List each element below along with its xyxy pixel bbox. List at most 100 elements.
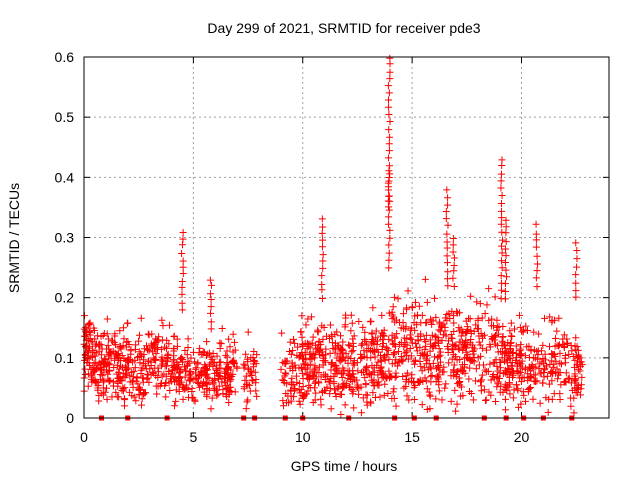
data-point xyxy=(483,301,491,309)
data-point xyxy=(562,369,570,377)
data-point xyxy=(304,315,312,323)
data-point xyxy=(159,360,167,368)
data-point xyxy=(385,335,393,343)
data-point xyxy=(514,386,522,394)
data-point xyxy=(479,361,487,369)
data-point xyxy=(326,390,334,398)
data-point xyxy=(555,369,563,377)
data-point xyxy=(318,295,326,303)
data-point xyxy=(86,320,94,328)
data-point xyxy=(225,391,233,399)
data-point xyxy=(385,103,393,111)
data-point xyxy=(418,349,426,357)
data-point xyxy=(534,347,542,355)
data-point xyxy=(455,338,463,346)
data-point xyxy=(163,362,171,370)
data-point xyxy=(225,384,233,392)
data-point xyxy=(342,350,350,358)
data-point xyxy=(391,374,399,382)
data-point xyxy=(340,379,348,387)
data-point xyxy=(573,246,581,254)
data-point xyxy=(455,346,463,354)
data-point xyxy=(442,332,450,340)
data-point xyxy=(546,313,554,321)
data-point xyxy=(491,333,499,341)
data-point xyxy=(199,348,207,356)
data-point xyxy=(384,82,392,90)
data-point xyxy=(513,367,521,375)
data-point xyxy=(149,348,157,356)
data-point xyxy=(125,341,133,349)
data-point xyxy=(443,342,451,350)
data-point xyxy=(487,376,495,384)
data-point xyxy=(385,213,393,221)
data-point xyxy=(445,337,453,345)
data-point xyxy=(365,344,373,352)
data-point xyxy=(403,305,411,313)
data-point xyxy=(227,366,235,374)
data-point xyxy=(212,365,220,373)
data-point xyxy=(116,373,124,381)
data-point xyxy=(488,315,496,323)
data-point xyxy=(572,271,580,279)
data-point xyxy=(385,256,393,264)
y-tick-label: 0.4 xyxy=(55,169,75,185)
data-point xyxy=(447,330,455,338)
data-point xyxy=(207,325,215,333)
data-point xyxy=(195,349,203,357)
data-point xyxy=(120,402,128,410)
data-point xyxy=(469,356,477,364)
data-point xyxy=(386,68,394,76)
data-point xyxy=(178,283,186,291)
data-point xyxy=(90,348,98,356)
data-point xyxy=(253,351,261,359)
data-point xyxy=(315,369,323,377)
data-point xyxy=(492,397,500,405)
data-point xyxy=(194,360,202,368)
data-point xyxy=(240,383,248,391)
data-point xyxy=(166,387,174,395)
data-point xyxy=(386,118,394,126)
data-point xyxy=(570,409,578,417)
data-point xyxy=(422,331,430,339)
data-point xyxy=(291,361,299,369)
data-point xyxy=(329,345,337,353)
data-point xyxy=(498,192,506,199)
data-point xyxy=(450,319,458,327)
data-point xyxy=(469,343,477,351)
data-point xyxy=(482,396,490,404)
data-point xyxy=(576,362,584,370)
data-point xyxy=(438,396,446,404)
data-point xyxy=(533,377,541,385)
data-point xyxy=(413,343,421,351)
data-point xyxy=(197,367,205,375)
data-point xyxy=(433,372,441,380)
data-point xyxy=(499,333,507,341)
data-point xyxy=(103,315,111,323)
data-point xyxy=(223,359,231,367)
data-point xyxy=(319,257,327,265)
data-point xyxy=(414,336,422,344)
data-point xyxy=(207,309,215,317)
data-point xyxy=(142,362,150,370)
data-point xyxy=(285,399,293,407)
data-point xyxy=(384,96,392,104)
data-point xyxy=(525,342,533,350)
data-point xyxy=(365,370,373,378)
data-point xyxy=(179,395,187,403)
data-point xyxy=(450,341,458,349)
data-point xyxy=(99,391,107,399)
data-point xyxy=(144,330,152,338)
data-point xyxy=(372,334,380,342)
data-point xyxy=(312,345,320,353)
data-point xyxy=(318,229,326,237)
data-point xyxy=(168,366,176,374)
data-point xyxy=(416,358,424,366)
data-point xyxy=(400,325,408,333)
data-point xyxy=(298,369,306,377)
data-point xyxy=(516,323,524,331)
data-point xyxy=(561,377,569,385)
data-point xyxy=(386,226,394,234)
data-point xyxy=(350,404,358,412)
data-point xyxy=(442,380,450,388)
